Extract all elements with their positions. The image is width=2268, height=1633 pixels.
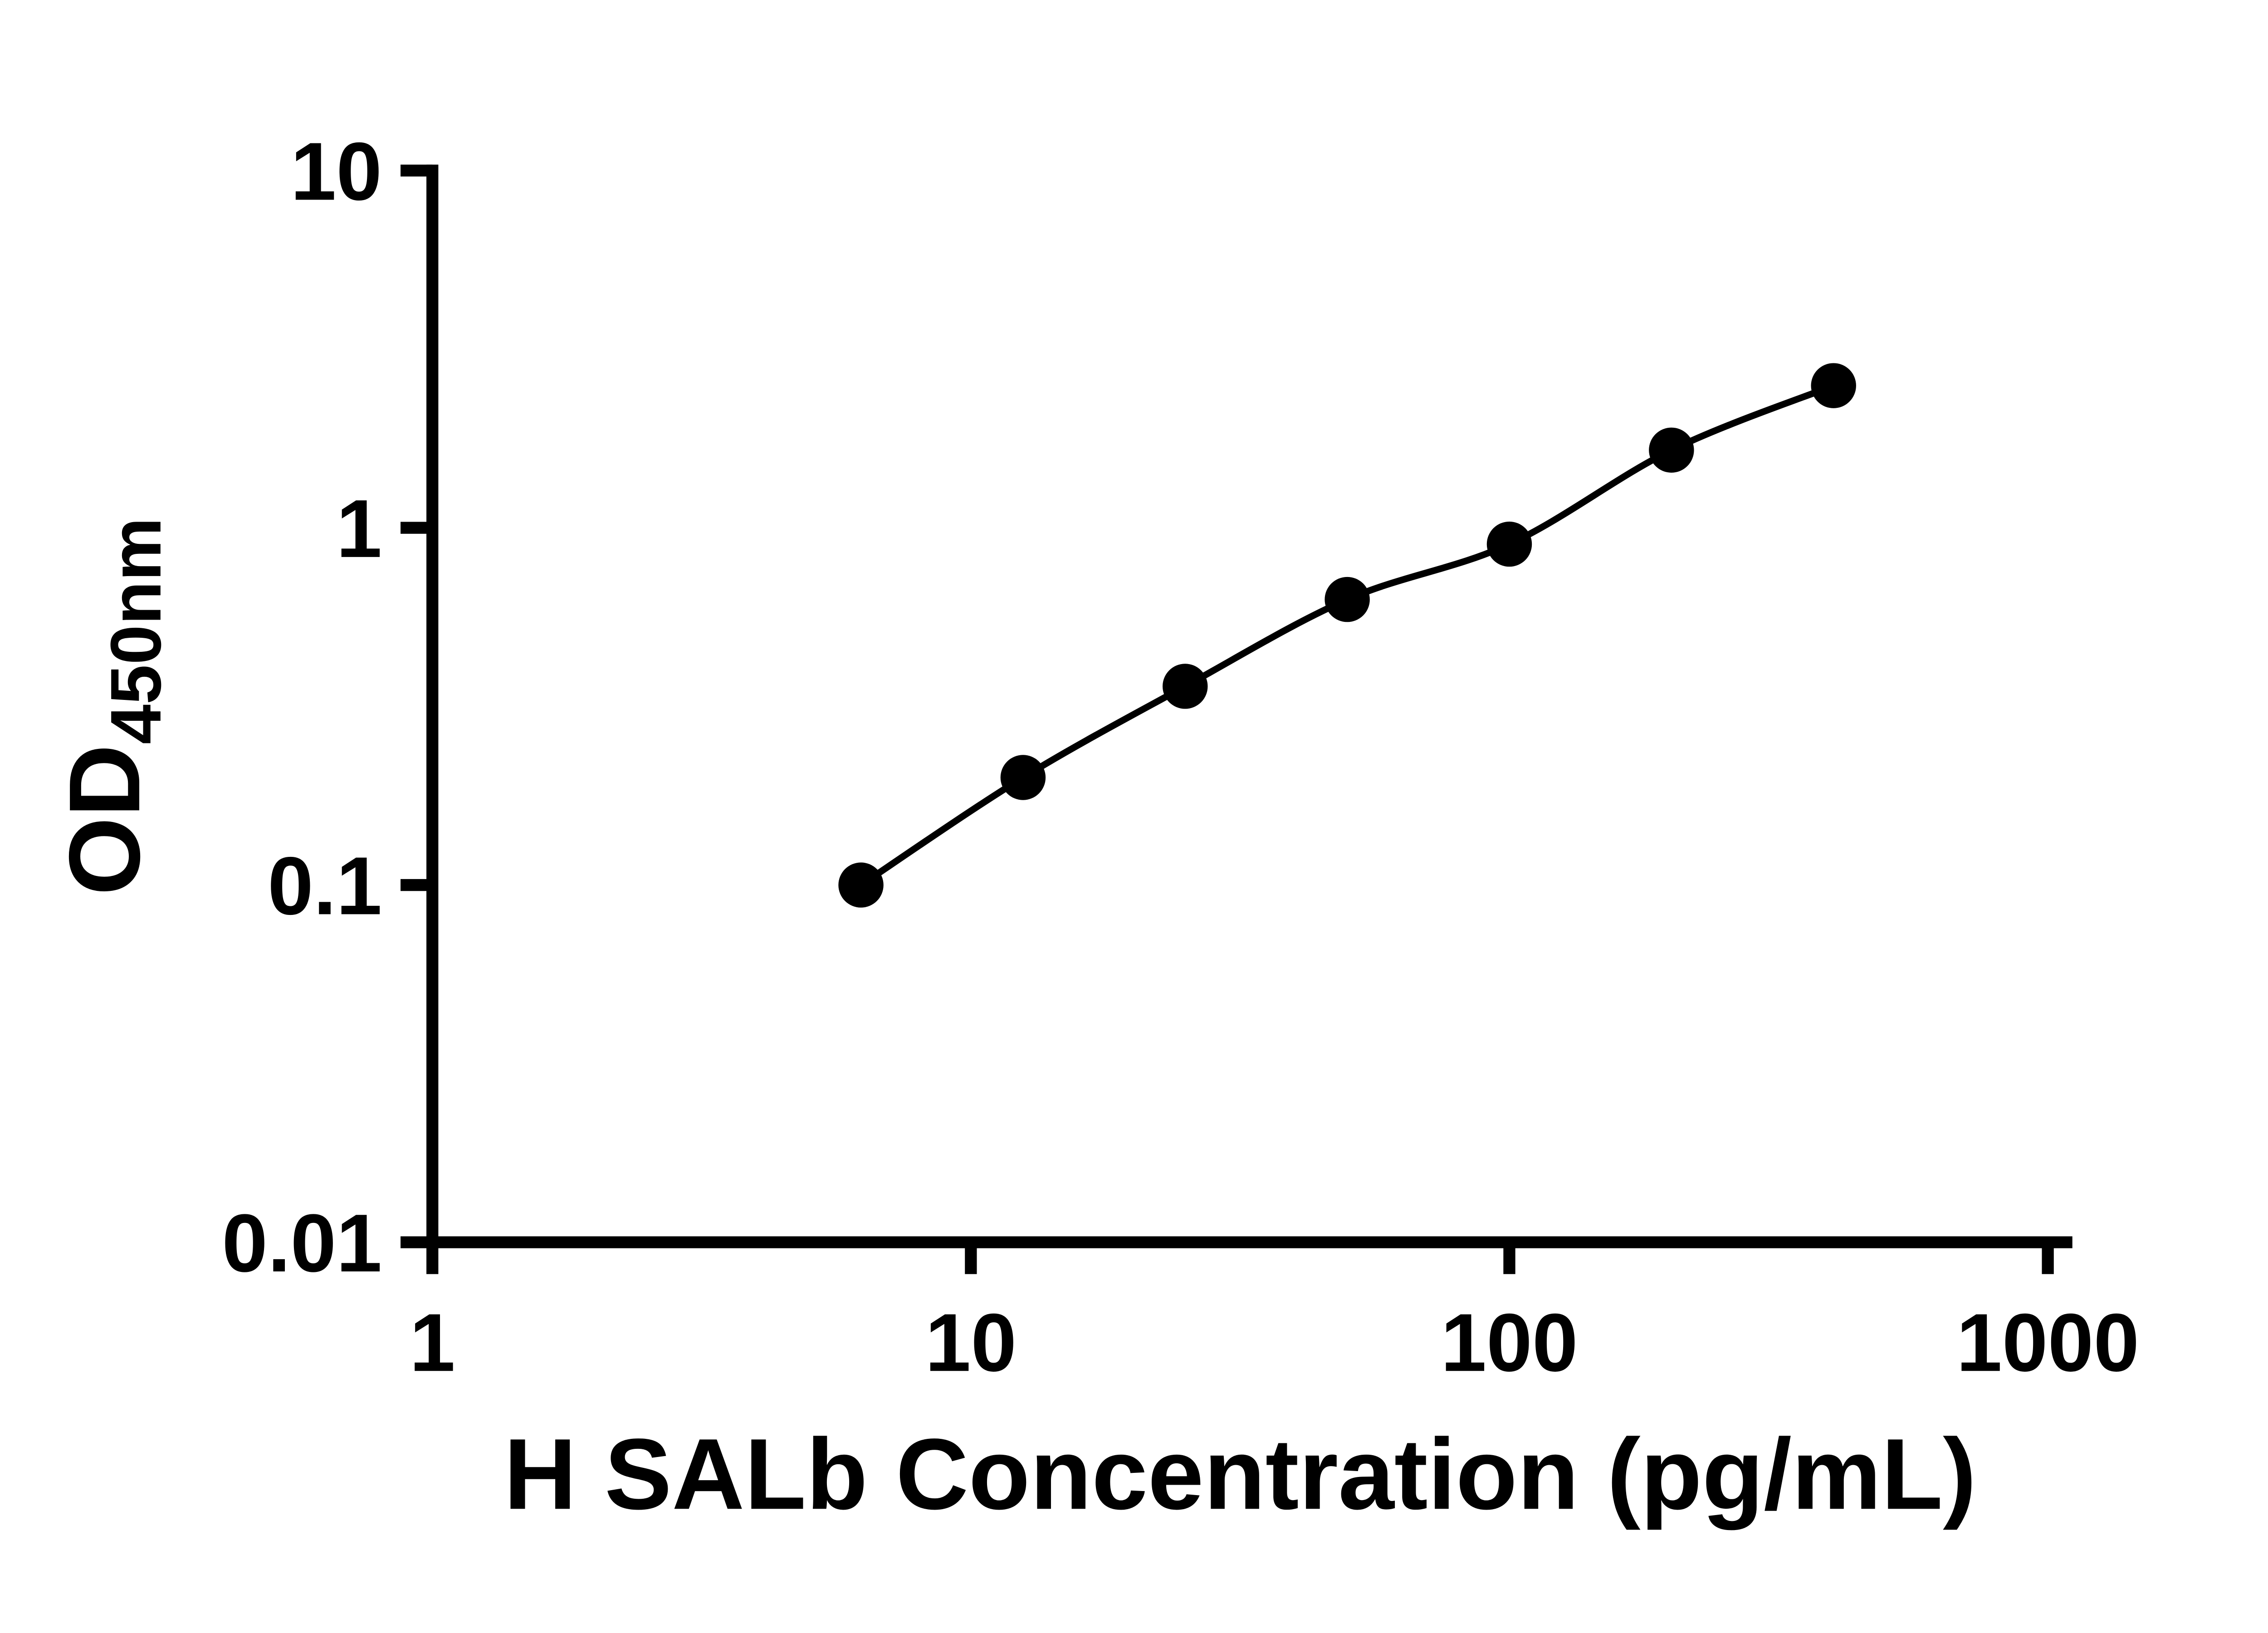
data-point-marker bbox=[1325, 577, 1370, 622]
y-tick-label: 0.01 bbox=[222, 1198, 382, 1289]
data-point-marker bbox=[1000, 755, 1046, 800]
x-tick-label: 1 bbox=[410, 1297, 455, 1389]
y-axis-title: OD450nm bbox=[49, 518, 176, 896]
y-tick-label: 10 bbox=[290, 126, 382, 217]
x-axis-title: H SALb Concentration (pg/mL) bbox=[504, 1418, 1977, 1530]
data-point-marker bbox=[1811, 363, 1856, 408]
axis-lines bbox=[426, 164, 2072, 1248]
y-tick-label: 1 bbox=[336, 483, 382, 575]
x-tick-label: 100 bbox=[1441, 1297, 1578, 1389]
data-point-marker bbox=[1163, 664, 1208, 709]
x-tick-label: 10 bbox=[925, 1297, 1017, 1389]
data-point-marker bbox=[1649, 427, 1694, 473]
x-tick-label: 1000 bbox=[1956, 1297, 2139, 1389]
data-point-marker bbox=[1486, 521, 1532, 567]
y-axis-title-main: OD bbox=[49, 744, 161, 895]
y-tick-label: 0.1 bbox=[268, 840, 382, 932]
y-axis-title-sub: 450nm bbox=[96, 518, 176, 744]
plot-area: 1 10 100 1000 0.01 0.1 1 10 bbox=[222, 126, 2139, 1389]
data-point-marker bbox=[838, 862, 884, 908]
